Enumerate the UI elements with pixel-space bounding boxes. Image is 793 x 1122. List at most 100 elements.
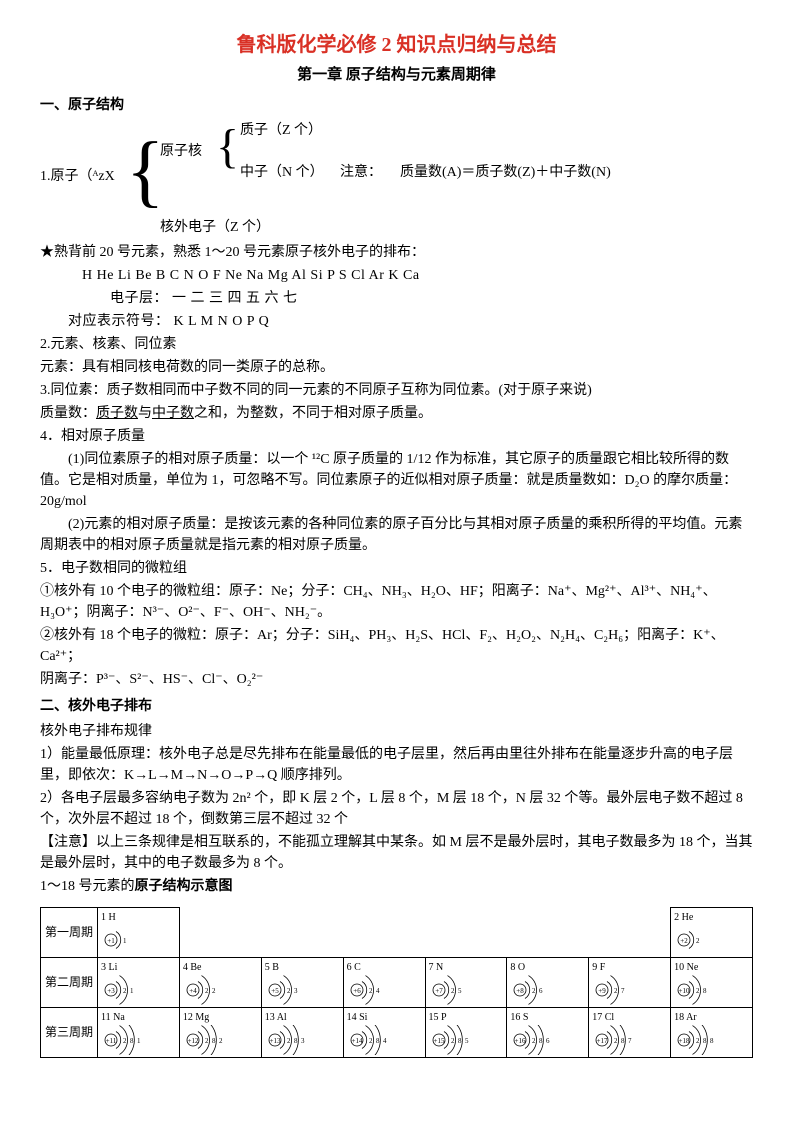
svg-text:+3: +3 [107,987,115,995]
section-4b: (2)元素的相对原子质量：是按该元素的各种同位素的原子百分比与其相对原子质量的乘… [40,514,753,556]
section-5c: 阴离子：P³⁻、S²⁻、HS⁻、Cl⁻、O₂²⁻ [40,669,753,690]
svg-text:2: 2 [205,1037,209,1045]
svg-text:+2: +2 [680,937,688,945]
note-label: 注意： [340,162,400,183]
svg-text:+11: +11 [106,1037,117,1045]
section-5: 5．电子数相同的微粒组 [40,558,753,579]
empty-cell [343,907,425,957]
svg-text:8: 8 [710,1037,714,1045]
section-3a: 质量数：质子数与中子数之和，为整数，不同于相对原子质量。 [40,403,753,424]
svg-text:+7: +7 [435,987,443,995]
svg-text:+14: +14 [351,1037,362,1045]
section-1-heading: 一、原子结构 [40,95,753,116]
electron-label: 核外电子（Z 个） [160,217,270,238]
svg-text:+10: +10 [679,987,690,995]
period-label: 第三周期 [41,1007,98,1057]
rule-4: 1～18 号元素的原子结构示意图 [40,876,753,897]
section-5b: ②核外有 18 个电子的微粒：原子：Ar；分子：SiH₄、PH₃、H₂S、HCl… [40,625,753,667]
svg-text:5: 5 [458,987,462,995]
proton-label: 质子（Z 个） [240,120,340,141]
svg-text:2: 2 [451,987,455,995]
svg-text:2: 2 [696,937,700,945]
svg-text:+18: +18 [679,1037,690,1045]
svg-text:1: 1 [130,987,134,995]
svg-text:+1: +1 [107,937,115,945]
svg-text:7: 7 [621,987,625,995]
svg-text:8: 8 [703,987,707,995]
svg-text:2: 2 [287,1037,291,1045]
svg-text:+9: +9 [599,987,607,995]
section-2: 2.元素、核素、同位素 [40,334,753,355]
svg-text:+12: +12 [187,1037,198,1045]
element-cell: 18 Ar+18288 [671,1007,753,1057]
svg-text:2: 2 [287,987,291,995]
period-label: 第一周期 [41,907,98,957]
element-cell: 12 Mg+12282 [179,1007,261,1057]
svg-text:4: 4 [376,987,380,995]
svg-text:2: 2 [369,1037,373,1045]
section-4a: (1)同位素原子的相对原子质量：以一个 ¹²C 原子质量的 1/12 作为标准，… [40,449,753,512]
svg-text:6: 6 [539,987,543,995]
svg-text:2: 2 [123,1037,127,1045]
element-cell: 17 Cl+17287 [589,1007,671,1057]
svg-text:3: 3 [301,1037,305,1045]
svg-text:1: 1 [123,937,127,945]
svg-text:6: 6 [546,1037,550,1045]
svg-text:2: 2 [696,987,700,995]
shell-symbols: 对应表示符号： K L M N O P Q [40,311,753,332]
memorize-note: ★熟背前 20 号元素，熟悉 1～20 号元素原子核外电子的排布： [40,242,753,263]
element-cell: 7 N+725 [425,957,507,1007]
svg-text:+6: +6 [353,987,361,995]
rule-heading: 核外电子排布规律 [40,721,753,742]
section-2a: 元素：具有相同核电荷数的同一类原子的总称。 [40,357,753,378]
period-label: 第二周期 [41,957,98,1007]
section-3: 3.同位素：质子数相同而中子数不同的同一元素的不同原子互称为同位素。(对于原子来… [40,380,753,401]
element-cell: 1 H+11 [98,907,180,957]
element-cell: 6 C+624 [343,957,425,1007]
mass-equation: 质量数(A)＝质子数(Z)＋中子数(N) [400,162,611,183]
svg-text:+15: +15 [433,1037,444,1045]
atom-structure-diagram: 质子（Z 个） 原子核 { 中子（N 个） 注意： 质量数(A)＝质子数(Z)＋… [40,120,753,238]
section-5a: ①核外有 10 个电子的微粒组：原子：Ne；分子：CH₄、NH₃、H₂O、HF；… [40,581,753,623]
svg-text:+4: +4 [189,987,197,995]
svg-text:2: 2 [219,1037,223,1045]
svg-text:8: 8 [703,1037,707,1045]
svg-text:+13: +13 [269,1037,280,1045]
element-cell: 11 Na+11281 [98,1007,180,1057]
element-cell: 3 Li+321 [98,957,180,1007]
element-cell: 14 Si+14284 [343,1007,425,1057]
section-4: 4．相对原子质量 [40,426,753,447]
svg-text:2: 2 [212,987,216,995]
element-cell: 9 F+927 [589,957,671,1007]
svg-text:+16: +16 [515,1037,526,1045]
section-2-heading: 二、核外电子排布 [40,696,753,717]
svg-text:1: 1 [137,1037,141,1045]
svg-text:+17: +17 [597,1037,608,1045]
svg-text:3: 3 [294,987,298,995]
neutron-label: 中子（N 个） [240,162,340,183]
svg-text:5: 5 [465,1037,469,1045]
svg-text:4: 4 [383,1037,387,1045]
empty-cell [179,907,261,957]
empty-cell [425,907,507,957]
element-cell: 5 B+523 [261,957,343,1007]
element-list: H He Li Be B C N O F Ne Na Mg Al Si P S … [40,265,753,286]
svg-text:+8: +8 [517,987,525,995]
atom-label: 1.原子（ᴬzX [40,166,130,187]
element-cell: 13 Al+13283 [261,1007,343,1057]
element-cell: 15 P+15285 [425,1007,507,1057]
svg-text:2: 2 [205,987,209,995]
svg-text:8: 8 [294,1037,298,1045]
rule-1: 1）能量最低原理：核外电子总是尽先排布在能量最低的电子层里，然后再由里往外排布在… [40,744,753,786]
svg-text:2: 2 [532,987,536,995]
svg-text:2: 2 [614,1037,618,1045]
rule-2: 2）各电子层最多容纳电子数为 2n² 个，即 K 层 2 个，L 层 8 个，M… [40,788,753,830]
svg-text:+5: +5 [271,987,279,995]
svg-text:2: 2 [614,987,618,995]
periodic-table: 第一周期1 H+112 He+22第二周期3 Li+3214 Be+4225 B… [40,907,753,1058]
shell-labels: 电子层： 一 二 三 四 五 六 七 [40,288,753,309]
svg-text:2: 2 [369,987,373,995]
svg-text:8: 8 [539,1037,543,1045]
svg-text:8: 8 [130,1037,134,1045]
svg-text:8: 8 [212,1037,216,1045]
